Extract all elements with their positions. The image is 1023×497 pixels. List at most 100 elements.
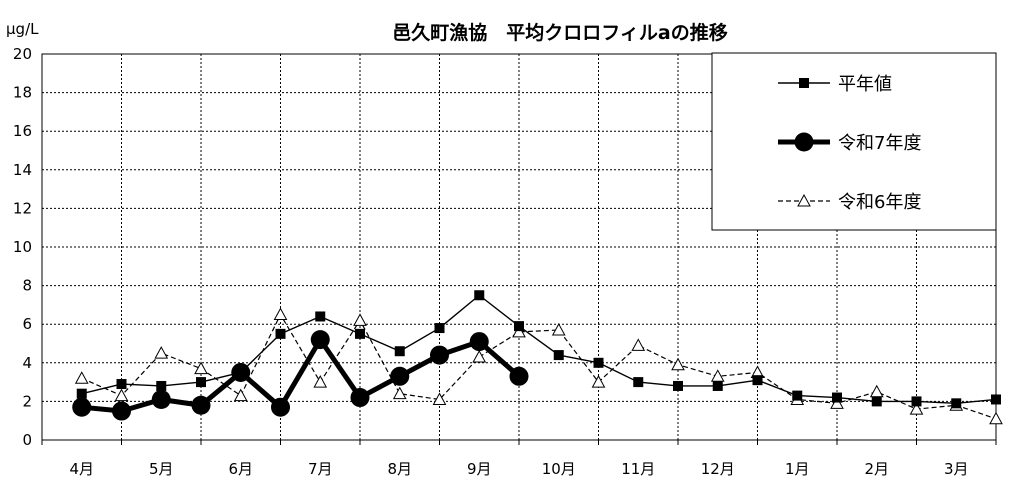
data-point xyxy=(315,311,326,322)
data-point xyxy=(512,324,526,338)
data-point xyxy=(591,375,606,388)
x-tick-label: 10月 xyxy=(542,460,576,478)
data-point xyxy=(752,375,763,386)
y-tick-label: 4 xyxy=(22,354,32,372)
y-tick-label: 18 xyxy=(13,84,32,102)
y-tick-label: 14 xyxy=(13,161,32,179)
data-point xyxy=(432,392,447,405)
data-point xyxy=(275,328,286,339)
data-point xyxy=(830,396,844,409)
data-point xyxy=(355,328,365,339)
series-line xyxy=(81,313,997,420)
x-tick-label: 1月 xyxy=(785,460,810,478)
data-point xyxy=(792,390,803,401)
series-line xyxy=(81,337,521,414)
x-tick-label: 8月 xyxy=(387,460,412,478)
data-point xyxy=(871,396,882,407)
data-point xyxy=(392,386,407,400)
chart-title: 邑久町漁協 平均クロロフィルaの推移 xyxy=(392,21,727,44)
x-tick-label: 5月 xyxy=(149,460,174,478)
data-point xyxy=(390,366,410,386)
legend-label: 令和6年度 xyxy=(838,192,921,213)
data-point xyxy=(271,397,290,417)
data-point xyxy=(353,313,367,326)
data-point xyxy=(313,375,328,388)
data-point xyxy=(551,322,566,336)
data-point xyxy=(553,350,564,361)
data-point xyxy=(350,388,370,408)
legend-label: 令和7年度 xyxy=(838,133,921,154)
data-point xyxy=(156,380,167,391)
legend-marker xyxy=(799,78,809,88)
legend-entry: 平年値 xyxy=(778,74,892,95)
y-tick-label: 12 xyxy=(13,199,32,217)
x-tick-label: 6月 xyxy=(228,460,253,478)
data-point xyxy=(430,345,449,365)
data-point xyxy=(509,366,529,386)
x-tick-label: 2月 xyxy=(864,460,889,478)
data-point xyxy=(194,361,208,375)
data-point xyxy=(832,392,842,403)
data-point xyxy=(112,401,131,421)
axes xyxy=(41,53,997,445)
data-point xyxy=(273,307,288,321)
y-tick-label: 10 xyxy=(13,238,32,256)
data-point xyxy=(909,402,924,415)
data-point xyxy=(231,362,251,382)
legend-box xyxy=(711,52,997,231)
data-point xyxy=(72,397,92,417)
data-point xyxy=(74,371,89,384)
legend-marker xyxy=(797,193,811,207)
y-tick-label: 0 xyxy=(22,431,32,449)
x-tick-label: 11月 xyxy=(621,460,655,478)
x-tick-label: 4月 xyxy=(69,460,94,478)
legend-entry: 令和7年度 xyxy=(778,132,921,154)
data-point xyxy=(673,380,683,391)
data-point xyxy=(474,290,485,301)
y-tick-label: 6 xyxy=(22,315,32,333)
data-point xyxy=(116,379,127,390)
x-tick-label: 7月 xyxy=(308,460,333,478)
x-tick-labels: 4月 5月 6月 7月 8月 9月 10月 11月 12月 1月 2月 3月 xyxy=(69,460,968,478)
series xyxy=(72,290,1003,425)
series-dashed-triangle xyxy=(74,307,1003,425)
y-tick-label: 16 xyxy=(13,122,32,140)
legend-label: 平年値 xyxy=(838,74,892,95)
data-point xyxy=(191,395,211,415)
x-tick-label: 9月 xyxy=(467,460,492,478)
series-bold-circle xyxy=(72,330,529,421)
x-tick-label: 12月 xyxy=(701,460,735,478)
data-point xyxy=(911,396,922,407)
data-point xyxy=(671,357,685,371)
data-point xyxy=(114,388,129,402)
data-point xyxy=(593,357,604,368)
data-point xyxy=(633,377,644,388)
data-point xyxy=(631,338,646,351)
data-point xyxy=(869,384,884,398)
data-point xyxy=(151,389,171,409)
y-tick-labels: 0 2 4 6 8 10 12 14 16 18 20 xyxy=(13,45,32,449)
data-point xyxy=(394,346,405,357)
data-point xyxy=(514,321,524,332)
data-point xyxy=(310,330,330,350)
data-point xyxy=(989,411,1003,425)
data-point xyxy=(991,394,1001,405)
data-point xyxy=(951,398,962,409)
series-line xyxy=(81,294,997,405)
legend-entry: 令和6年度 xyxy=(778,192,921,213)
data-point xyxy=(76,388,87,399)
data-point xyxy=(434,323,445,334)
legend-marker xyxy=(794,132,814,152)
data-point xyxy=(712,380,723,391)
y-tick-label: 8 xyxy=(22,277,32,295)
data-point xyxy=(233,388,248,402)
x-tick-label: 3月 xyxy=(944,460,969,478)
data-point xyxy=(469,332,489,352)
data-point xyxy=(196,377,206,388)
y-axis-unit-label: μg/L xyxy=(6,20,39,38)
data-point xyxy=(154,346,169,359)
y-tick-label: 20 xyxy=(13,45,32,63)
data-point xyxy=(472,349,487,363)
